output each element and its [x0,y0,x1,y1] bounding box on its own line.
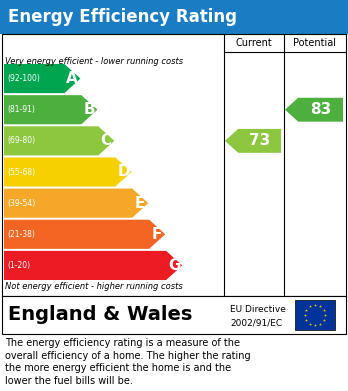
Text: (1-20): (1-20) [7,261,30,270]
Polygon shape [225,129,281,153]
Polygon shape [4,220,165,249]
Text: Very energy efficient - lower running costs: Very energy efficient - lower running co… [5,57,183,66]
Polygon shape [4,251,182,280]
Text: (69-80): (69-80) [7,136,35,145]
Polygon shape [4,95,97,124]
Text: F: F [151,227,161,242]
Polygon shape [4,188,148,218]
Text: Potential: Potential [293,38,337,48]
Text: overall efficiency of a home. The higher the rating: overall efficiency of a home. The higher… [5,351,251,361]
Text: 73: 73 [249,133,270,148]
Text: A: A [66,71,78,86]
Text: lower the fuel bills will be.: lower the fuel bills will be. [5,376,133,386]
Text: E: E [134,196,145,211]
Text: C: C [100,133,111,148]
Text: the more energy efficient the home is and the: the more energy efficient the home is an… [5,363,231,373]
Text: (21-38): (21-38) [7,230,35,239]
Text: Not energy efficient - higher running costs: Not energy efficient - higher running co… [5,282,183,291]
Text: Current: Current [236,38,272,48]
Polygon shape [4,126,114,156]
Bar [2,296,346,334]
Text: D: D [117,165,130,179]
Polygon shape [4,64,80,93]
Text: 2002/91/EC: 2002/91/EC [230,318,282,327]
Text: (92-100): (92-100) [7,74,40,83]
Text: EU Directive: EU Directive [230,305,286,314]
Text: England & Wales: England & Wales [8,305,192,325]
Text: B: B [84,102,95,117]
Polygon shape [285,98,343,122]
Text: G: G [168,258,181,273]
Text: (39-54): (39-54) [7,199,35,208]
Polygon shape [4,158,131,187]
Bar [0,0,348,34]
Bar [295,300,335,330]
Text: (55-68): (55-68) [7,167,35,176]
Bar [2,34,346,296]
Text: 83: 83 [310,102,331,117]
Text: (81-91): (81-91) [7,105,35,114]
Text: The energy efficiency rating is a measure of the: The energy efficiency rating is a measur… [5,338,240,348]
Text: Energy Efficiency Rating: Energy Efficiency Rating [8,8,237,26]
